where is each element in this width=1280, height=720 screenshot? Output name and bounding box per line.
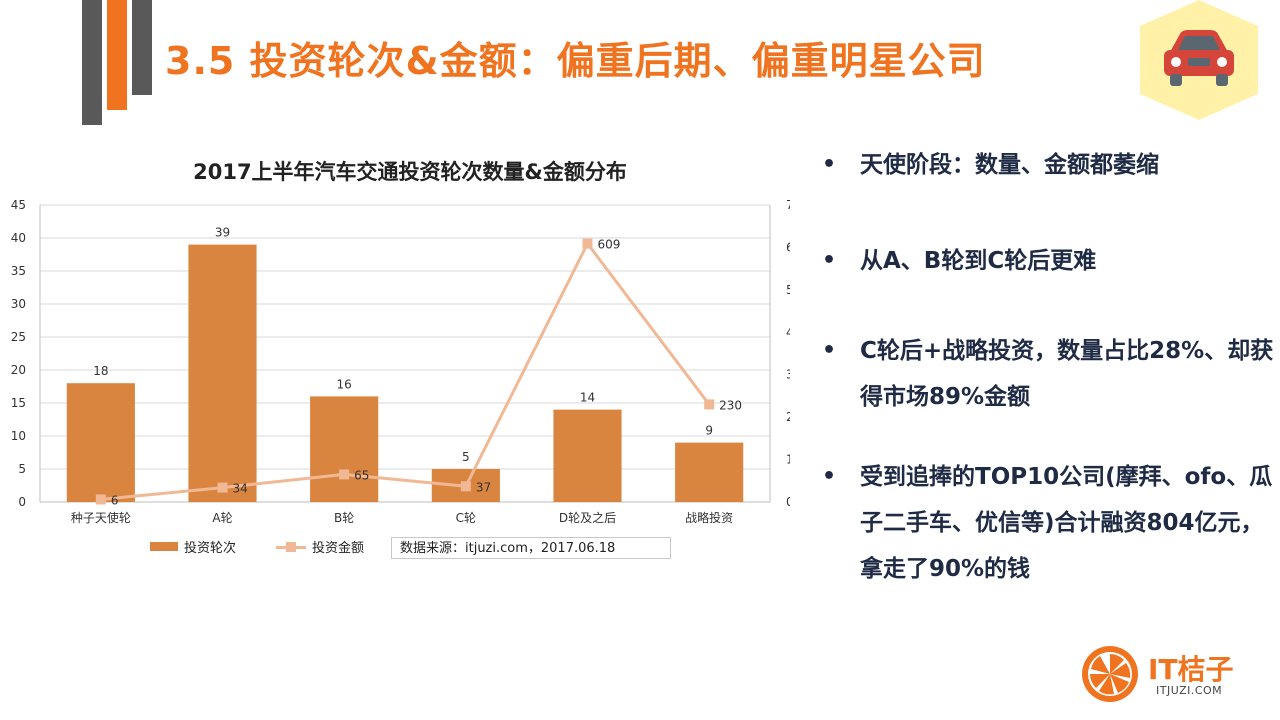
y-left-tick-label: 15 xyxy=(11,396,26,410)
bullet-item: 天使阶段：数量、金额都萎缩 xyxy=(820,142,1275,188)
y-right-tick-label: 100 xyxy=(786,453,790,467)
legend-label-line: 投资金额 xyxy=(312,541,365,556)
y-left-tick-label: 45 xyxy=(11,198,26,212)
y-left-tick-label: 25 xyxy=(11,330,26,344)
bar-value-label: 39 xyxy=(215,226,230,240)
bullet-item: C轮后+战略投资，数量占比28%、却获得市场89%金额 xyxy=(820,328,1275,420)
amount-point xyxy=(704,399,715,410)
legend-item-bar: 投资轮次 xyxy=(150,537,236,556)
amount-value-label: 34 xyxy=(233,482,248,496)
x-tick-label: B轮 xyxy=(334,511,354,525)
bar xyxy=(553,409,622,502)
chart-legend: 投资轮次 投资金额 xyxy=(150,537,364,556)
slide-title: 3.5 投资轮次&金额：偏重后期、偏重明星公司 xyxy=(165,39,986,83)
car-icon xyxy=(1164,30,1234,86)
amount-value-label: 609 xyxy=(598,238,621,252)
amount-value-label: 6 xyxy=(111,493,119,507)
amount-point xyxy=(339,469,350,480)
y-right-tick-label: 600 xyxy=(786,240,790,254)
y-left-tick-label: 10 xyxy=(11,429,26,443)
bullet-list: 天使阶段：数量、金额都萎缩 从A、B轮到C轮后更难 C轮后+战略投资，数量占比2… xyxy=(820,140,1275,592)
amount-point xyxy=(217,482,228,493)
bar-value-label: 16 xyxy=(337,377,352,391)
y-left-tick-label: 20 xyxy=(11,363,26,377)
legend-bar-swatch xyxy=(150,542,178,551)
legend-item-line: 投资金额 xyxy=(276,537,364,556)
y-right-tick-label: 400 xyxy=(786,325,790,339)
amount-value-label: 37 xyxy=(476,480,491,494)
bar xyxy=(310,396,379,502)
y-right-tick-label: 700 xyxy=(786,198,790,212)
amount-line xyxy=(100,240,711,501)
logo-text: IT桔子 xyxy=(1148,653,1234,686)
y-right-tick-label: 500 xyxy=(786,283,790,297)
bar xyxy=(675,442,744,502)
y-left-tick-label: 35 xyxy=(11,264,26,278)
amount-point xyxy=(460,481,471,492)
y-left-tick-label: 0 xyxy=(18,495,26,509)
bullet-item: 从A、B轮到C轮后更难 xyxy=(820,238,1275,284)
y-right-tick-label: 0 xyxy=(786,495,790,509)
car-badge xyxy=(1140,0,1258,120)
bar-value-label: 5 xyxy=(462,450,470,464)
legend-label-bar: 投资轮次 xyxy=(184,541,237,556)
decor-bar-orange xyxy=(107,0,127,110)
bar xyxy=(188,244,257,502)
amount-point xyxy=(582,238,593,249)
legend-line-swatch xyxy=(276,541,307,552)
y-right-tick-label: 200 xyxy=(786,410,790,424)
itjuzi-logo: IT桔子 ITJUZI.COM xyxy=(1080,644,1270,704)
x-tick-label: A轮 xyxy=(212,511,232,525)
bar-value-label: 14 xyxy=(580,391,595,405)
bar-value-label: 18 xyxy=(93,364,108,378)
amount-point xyxy=(95,494,106,505)
y-left-tick-label: 5 xyxy=(18,462,26,476)
bar-line-chart: 0 5 10 15 20 25 30 35 40 45 0 100 200 300 400 500 600 700… xyxy=(11,198,790,525)
y-left-tick-label: 30 xyxy=(11,297,26,311)
y-left-tick-label: 40 xyxy=(11,231,26,245)
x-tick-label: 种子天使轮 xyxy=(71,510,131,525)
decor-bar-gray-1 xyxy=(82,0,102,125)
orange-slice-icon xyxy=(1082,646,1138,702)
x-tick-label: 战略投资 xyxy=(685,510,733,525)
x-tick-label: D轮及之后 xyxy=(559,511,616,525)
x-tick-label: C轮 xyxy=(456,511,476,525)
data-source-note: 数据来源：itjuzi.com，2017.06.18 xyxy=(391,537,671,559)
bullet-item: 受到追捧的TOP10公司(摩拜、ofo、瓜子二手车、优信等)合计融资804亿元，… xyxy=(820,454,1275,592)
amount-value-label: 65 xyxy=(354,468,369,482)
decor-bar-gray-2 xyxy=(132,0,152,95)
amount-value-label: 230 xyxy=(719,398,742,412)
bar xyxy=(66,383,135,502)
y-right-tick-label: 300 xyxy=(786,368,790,382)
bar-value-label: 9 xyxy=(705,424,713,438)
chart-title: 2017上半年汽车交通投资轮次数量&金额分布 xyxy=(193,160,627,184)
logo-subtext: ITJUZI.COM xyxy=(1156,684,1223,697)
